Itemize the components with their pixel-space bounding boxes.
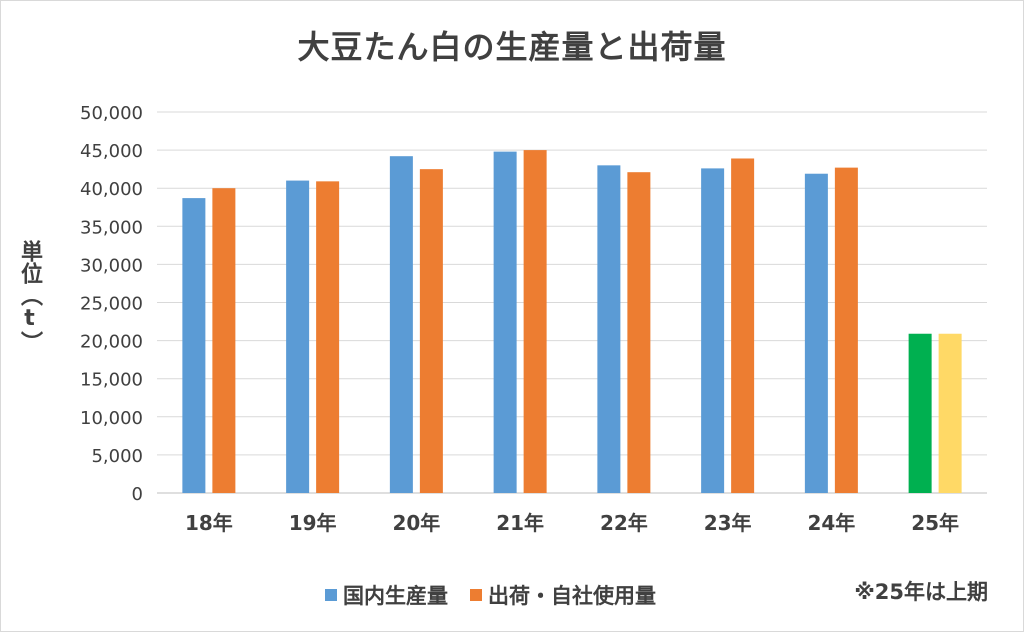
chart-footnote: ※25年は上期: [854, 580, 988, 604]
y-tick-label: 15,000: [80, 370, 143, 391]
y-tick-label: 50,000: [80, 103, 143, 124]
y-tick-label: 10,000: [80, 408, 143, 429]
bar-series-0-7: [908, 333, 932, 493]
x-tick-label: 23年: [704, 511, 752, 535]
y-tick-label: 40,000: [80, 179, 143, 200]
y-tick-label: 35,000: [80, 217, 143, 238]
bar-series-1-5: [731, 158, 755, 493]
x-tick-label: 25年: [911, 511, 959, 535]
chart-legend: 国内生産量 出荷・自社使用量: [325, 580, 678, 610]
bar-series-1-3: [523, 150, 547, 493]
y-tick-label: 25,000: [80, 294, 143, 315]
y-tick-label: 30,000: [80, 255, 143, 276]
y-tick-label: 0: [132, 484, 143, 505]
bar-series-1-0: [212, 188, 236, 493]
chart-title: 大豆たん白の生産量と出荷量: [297, 28, 727, 66]
y-axis-label: 単位（t）: [17, 240, 42, 353]
x-tick-label: 22年: [600, 511, 648, 535]
x-tick-label: 18年: [185, 511, 233, 535]
x-tick-label: 24年: [807, 511, 855, 535]
bar-series-1-7: [938, 333, 962, 493]
y-tick-label: 20,000: [80, 332, 143, 353]
bar-series-0-4: [597, 165, 621, 493]
bar-series-1-4: [627, 172, 651, 493]
bar-series-0-6: [804, 173, 828, 494]
bar-series-0-0: [182, 198, 206, 493]
y-tick-label: 45,000: [80, 141, 143, 162]
x-tick-label: 21年: [496, 511, 544, 535]
bar-series-0-1: [286, 180, 310, 493]
bar-series-0-2: [389, 156, 413, 494]
bar-series-1-1: [316, 181, 340, 494]
legend-swatch-series-0: [325, 589, 337, 601]
bar-series-0-5: [701, 168, 725, 493]
legend-item-series-0: 国内生産量: [325, 580, 448, 610]
x-tick-label: 20年: [392, 511, 440, 535]
legend-item-series-1: 出荷・自社使用量: [470, 580, 656, 610]
legend-label-series-1: 出荷・自社使用量: [488, 584, 656, 608]
bar-series-1-6: [834, 167, 858, 493]
bar-series-0-3: [493, 151, 517, 493]
y-tick-label: 5,000: [91, 446, 143, 467]
legend-label-series-0: 国内生産量: [343, 584, 448, 608]
bar-series-1-2: [419, 169, 443, 493]
legend-swatch-series-1: [470, 589, 482, 601]
x-tick-label: 19年: [289, 511, 337, 535]
